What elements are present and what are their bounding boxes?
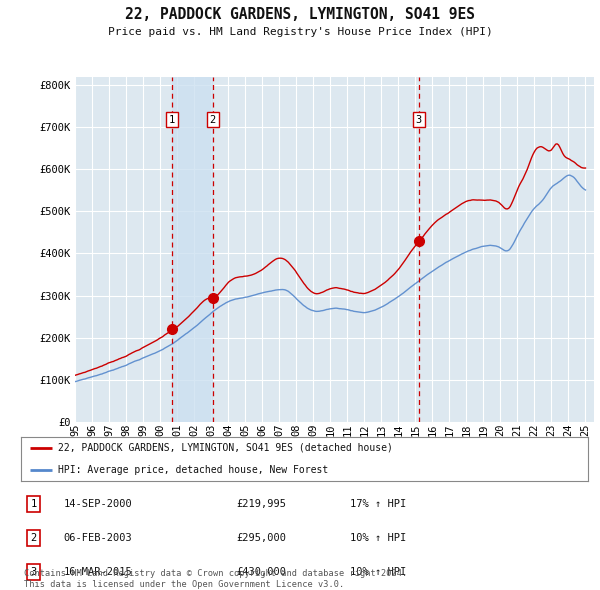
Text: Contains HM Land Registry data © Crown copyright and database right 2024.
This d: Contains HM Land Registry data © Crown c… — [24, 569, 407, 589]
Text: £430,000: £430,000 — [236, 568, 286, 577]
Text: 1: 1 — [169, 115, 175, 125]
Text: 10% ↑ HPI: 10% ↑ HPI — [350, 533, 406, 543]
Text: HPI: Average price, detached house, New Forest: HPI: Average price, detached house, New … — [58, 465, 328, 475]
Text: 14-SEP-2000: 14-SEP-2000 — [64, 499, 132, 509]
Text: 3: 3 — [416, 115, 422, 125]
Text: 2: 2 — [210, 115, 216, 125]
Text: 22, PADDOCK GARDENS, LYMINGTON, SO41 9ES: 22, PADDOCK GARDENS, LYMINGTON, SO41 9ES — [125, 7, 475, 22]
Text: 1: 1 — [31, 499, 37, 509]
Text: 17% ↑ HPI: 17% ↑ HPI — [350, 499, 406, 509]
Text: 2: 2 — [31, 533, 37, 543]
Text: 10% ↑ HPI: 10% ↑ HPI — [350, 568, 406, 577]
Bar — [172, 77, 213, 422]
Text: Price paid vs. HM Land Registry's House Price Index (HPI): Price paid vs. HM Land Registry's House … — [107, 27, 493, 37]
Text: £295,000: £295,000 — [236, 533, 286, 543]
Text: 06-FEB-2003: 06-FEB-2003 — [64, 533, 132, 543]
Text: £219,995: £219,995 — [236, 499, 286, 509]
Text: 22, PADDOCK GARDENS, LYMINGTON, SO41 9ES (detached house): 22, PADDOCK GARDENS, LYMINGTON, SO41 9ES… — [58, 442, 393, 453]
Text: 16-MAR-2015: 16-MAR-2015 — [64, 568, 132, 577]
Text: 3: 3 — [31, 568, 37, 577]
